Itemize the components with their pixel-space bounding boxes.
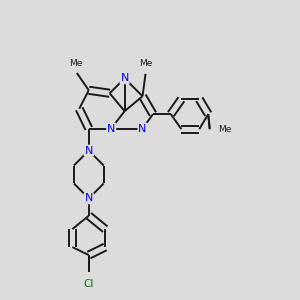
- Text: Me: Me: [139, 59, 152, 68]
- Text: Me: Me: [218, 124, 232, 134]
- Text: N: N: [107, 124, 116, 134]
- Text: N: N: [120, 73, 129, 83]
- Text: N: N: [85, 194, 93, 203]
- Text: N: N: [138, 124, 147, 134]
- Text: Cl: Cl: [84, 279, 94, 289]
- Text: Me: Me: [69, 58, 82, 68]
- Text: N: N: [85, 146, 93, 156]
